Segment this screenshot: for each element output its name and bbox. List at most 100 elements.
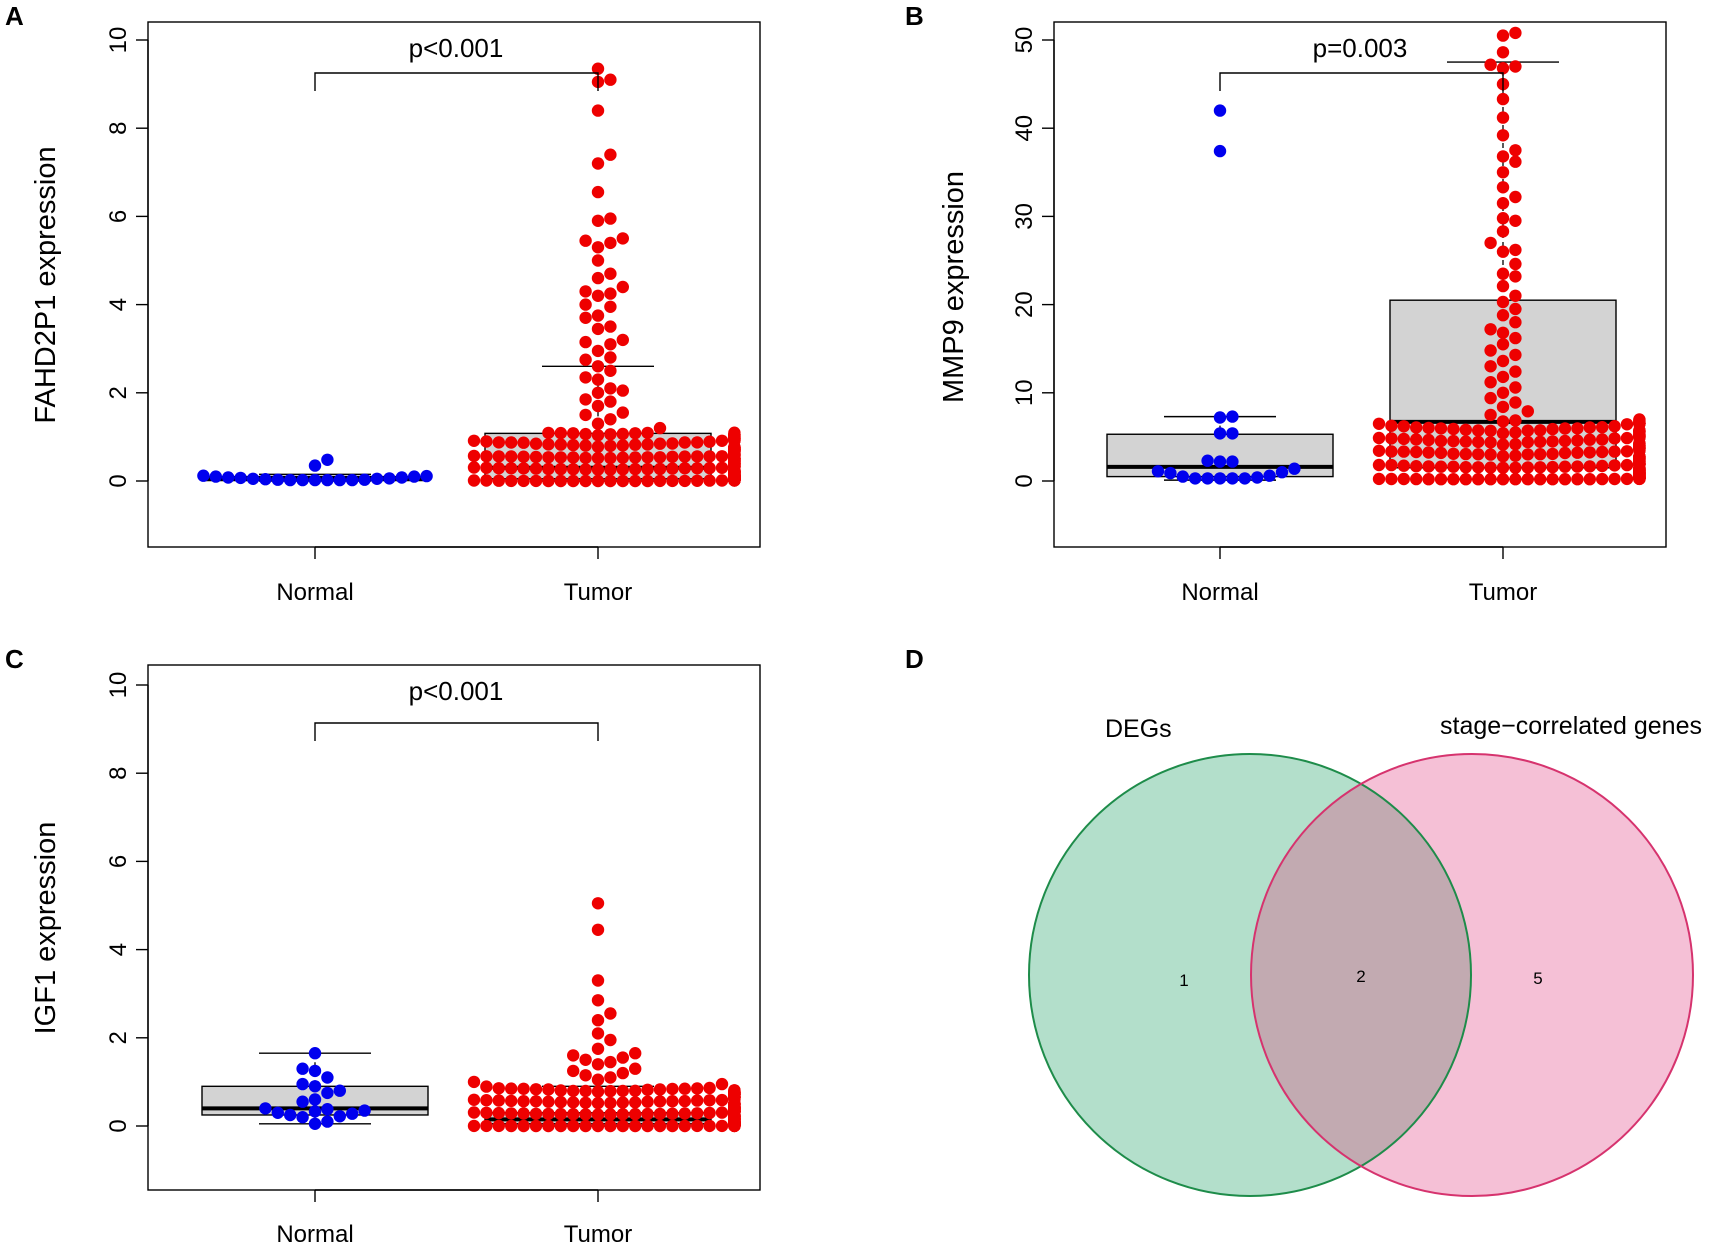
data-point-normal (259, 473, 272, 486)
data-point-tumor (1534, 473, 1547, 486)
data-point-normal (246, 472, 260, 485)
y-tick-label: 10 (105, 27, 132, 54)
data-point-tumor (567, 1064, 580, 1078)
data-point-normal (1213, 104, 1227, 117)
data-point-tumor (505, 1119, 518, 1133)
data-point-tumor (1509, 426, 1522, 439)
data-point-tumor (1521, 405, 1535, 418)
data-point-tumor (1472, 461, 1485, 474)
data-point-tumor (691, 474, 704, 487)
data-point-tumor (567, 1096, 580, 1109)
panel-a-y-axis: 0 2 4 6 8 10 (105, 27, 149, 488)
data-point-tumor (579, 311, 592, 324)
data-point-tumor (1484, 424, 1497, 437)
y-tick-label: 10 (1011, 379, 1038, 406)
data-point-tumor (567, 474, 580, 488)
data-point-tumor (1484, 436, 1497, 449)
data-point-tumor (1496, 197, 1510, 210)
data-point-tumor (567, 1119, 580, 1133)
data-point-tumor (1521, 435, 1535, 449)
data-point-tumor (529, 1107, 543, 1121)
data-point-tumor (591, 1014, 605, 1027)
data-point-normal (321, 453, 334, 466)
data-point-tumor (542, 426, 555, 440)
data-point-tumor (1410, 445, 1423, 459)
data-point-tumor (666, 1095, 679, 1108)
data-point-tumor (1509, 190, 1522, 204)
data-point-tumor (1546, 473, 1559, 486)
data-point-tumor (492, 462, 505, 475)
data-point-tumor (629, 1047, 642, 1060)
data-point-tumor (1509, 348, 1522, 362)
data-point-tumor (1509, 381, 1522, 394)
data-point-tumor (1509, 60, 1522, 73)
panel-b-x-tick-normal: Normal (1181, 579, 1258, 606)
data-point-tumor (542, 451, 555, 464)
data-point-tumor (542, 1107, 555, 1121)
data-point-tumor (579, 408, 592, 422)
data-point-tumor (666, 1082, 679, 1096)
data-point-tumor (480, 1094, 493, 1107)
data-point-tumor (1496, 295, 1510, 309)
data-point-tumor (616, 1051, 629, 1064)
data-point-normal (346, 1107, 359, 1120)
data-point-tumor (492, 436, 505, 449)
data-point-tumor (616, 1066, 629, 1080)
data-point-tumor (567, 1084, 580, 1098)
data-point-tumor (629, 451, 642, 464)
data-point-tumor (591, 974, 605, 987)
data-point-tumor (1434, 460, 1448, 473)
data-point-tumor (1608, 420, 1621, 433)
data-point-tumor (691, 1082, 704, 1095)
data-point-tumor (616, 451, 629, 464)
data-point-tumor (728, 426, 741, 439)
y-tick-label: 2 (105, 386, 132, 399)
data-point-tumor (591, 254, 605, 267)
panel-a-x-axis: Normal Tumor (276, 546, 632, 606)
data-point-tumor (715, 1077, 729, 1091)
data-point-tumor (1434, 434, 1448, 448)
data-point-tumor (542, 1119, 555, 1133)
data-point-tumor (480, 474, 493, 487)
data-point-tumor (678, 1094, 691, 1108)
data-point-tumor (480, 461, 493, 474)
data-point-tumor (542, 438, 555, 451)
data-point-tumor (1385, 472, 1398, 486)
panel-b-x-axis: Normal Tumor (1181, 546, 1537, 606)
data-point-normal (1263, 469, 1276, 482)
data-point-tumor (467, 1093, 481, 1107)
data-point-normal (1201, 454, 1214, 467)
data-point-tumor (591, 241, 605, 254)
data-point-tumor (505, 474, 518, 488)
data-point-normal (1213, 411, 1227, 424)
y-tick-label: 4 (105, 298, 132, 311)
data-point-tumor (591, 104, 605, 117)
panel-d: D DEGs stage−correlated genes 1 2 5 (905, 644, 1702, 1197)
y-tick-label: 50 (1011, 27, 1038, 54)
data-point-tumor (1509, 257, 1522, 271)
data-point-tumor (505, 436, 518, 449)
data-point-normal (308, 1047, 322, 1060)
data-point-tumor (1484, 344, 1497, 357)
data-point-tumor (517, 450, 530, 463)
data-point-tumor (591, 1058, 605, 1071)
y-tick-label: 6 (105, 210, 132, 223)
data-point-tumor (1447, 473, 1460, 486)
data-point-tumor (604, 236, 617, 250)
data-point-tumor (591, 344, 605, 358)
data-point-normal (234, 471, 247, 485)
data-point-tumor (517, 436, 530, 449)
data-point-normal (1275, 466, 1289, 479)
data-point-tumor (492, 1094, 505, 1107)
data-point-tumor (1496, 461, 1510, 474)
data-point-tumor (653, 1095, 667, 1108)
data-point-tumor (467, 1119, 481, 1133)
data-point-tumor (703, 450, 716, 463)
data-point-tumor (703, 1119, 716, 1133)
data-point-tumor (1496, 338, 1510, 351)
data-point-tumor (666, 1119, 679, 1133)
panel-c-x-tick-tumor: Tumor (564, 1221, 632, 1244)
data-point-tumor (604, 351, 617, 364)
data-point-normal (408, 470, 421, 483)
data-point-normal (308, 1093, 322, 1106)
